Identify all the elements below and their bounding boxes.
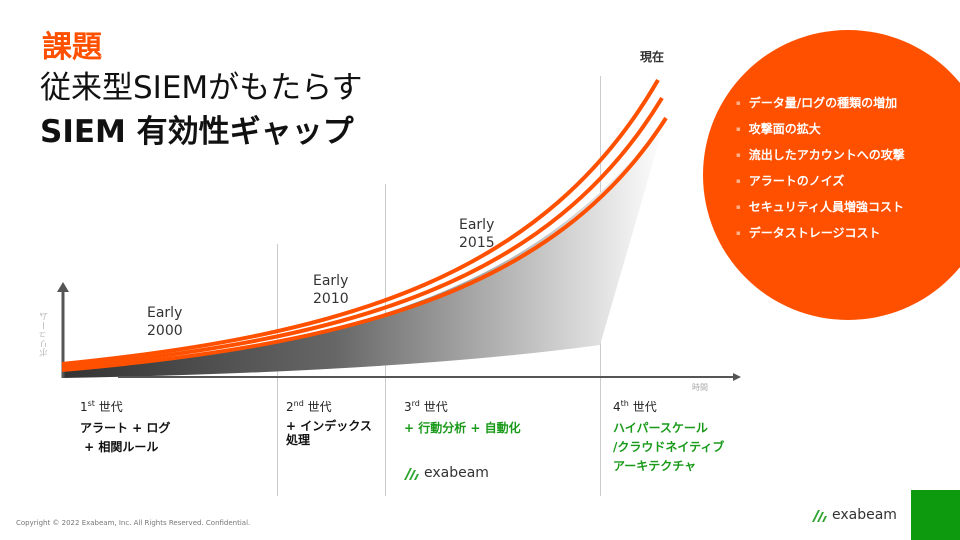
copyright: Copyright © 2022 Exabeam, Inc. All Right…: [16, 519, 251, 527]
footer-logo: exabeam: [812, 507, 897, 523]
bullet-item: データ量/ログの種類の増加: [736, 94, 897, 111]
curve-bottom: [61, 116, 668, 372]
bullet-item: データストレージコスト: [736, 224, 881, 241]
curve-top: [61, 78, 660, 366]
x-axis-label: 時間: [692, 383, 708, 392]
exabeam-logo: exabeam: [404, 465, 489, 481]
bullet-item: 流出したアカウントへの攻撃: [736, 146, 905, 163]
y-axis-arrow: [57, 282, 69, 292]
section-label: 課題: [42, 30, 102, 65]
era-2015: Early 2015: [459, 217, 495, 251]
generation-2: 2nd 世代 + インデックス 処理: [286, 399, 372, 447]
generation-4: 4th 世代 ハイパースケール /クラウドネイティブ アーキテクチャ: [613, 399, 725, 473]
bullet-item: アラートのノイズ: [736, 172, 845, 189]
y-axis-label: ボリューム: [40, 312, 50, 357]
bullet-item: セキュリティ人員増強コスト: [736, 198, 904, 215]
exabeam-logo-icon: [404, 468, 419, 480]
generation-1: 1st 世代 アラート + ログ + 相関ルール: [80, 399, 171, 454]
corner-accent: [911, 490, 960, 540]
era-2000: Early 2000: [147, 305, 183, 339]
gap-area: [62, 118, 666, 378]
bullet-item: 攻撃面の拡大: [736, 120, 821, 137]
title-line1: 従来型SIEMがもたらす: [40, 70, 363, 106]
x-axis-arrow: [733, 373, 741, 381]
curve-mid: [61, 96, 664, 369]
era-2010: Early 2010: [313, 273, 349, 307]
generation-3: 3rd 世代 + 行動分析 + 自動化: [404, 399, 521, 435]
exabeam-logo-icon: [812, 510, 827, 522]
now-label: 現在: [640, 50, 665, 64]
title-line2: SIEM 有効性ギャップ: [40, 114, 354, 150]
